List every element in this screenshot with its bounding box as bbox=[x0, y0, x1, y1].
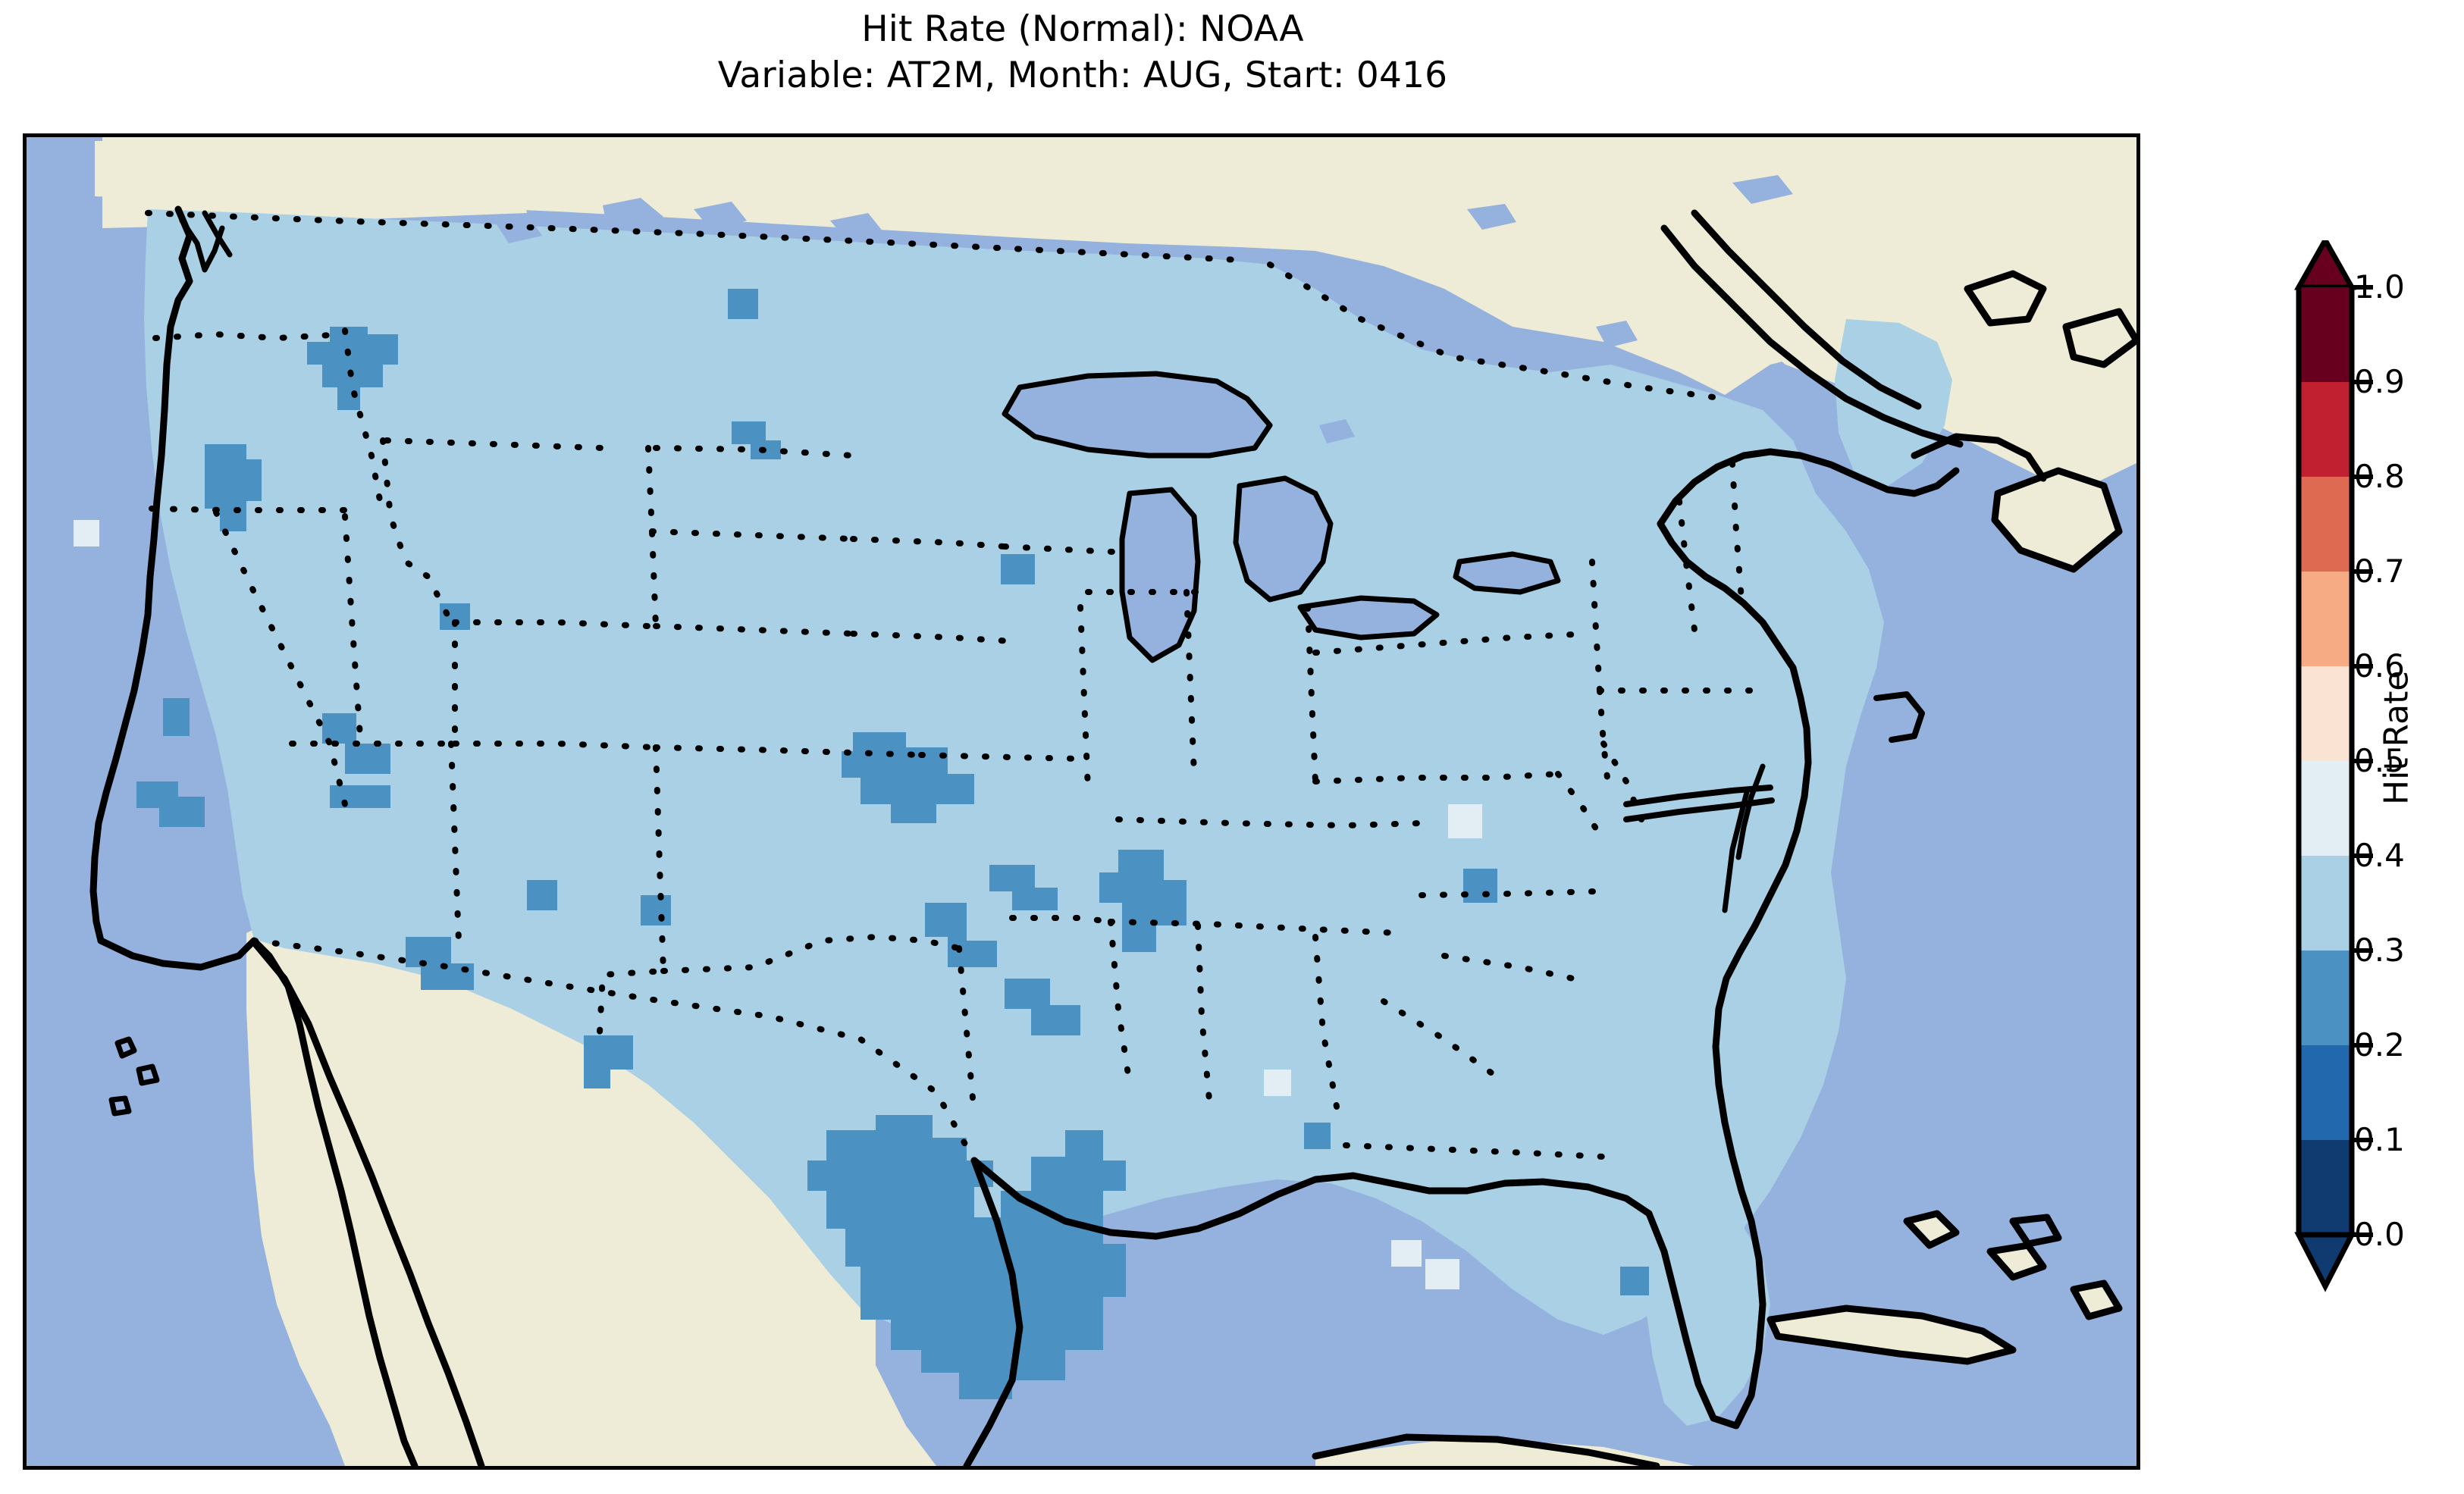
colorbar-tick-6: 0.5 bbox=[2354, 742, 2405, 779]
colorbar-tick-1: 1.0 bbox=[2354, 268, 2405, 305]
colorbar-tick-5: 0.6 bbox=[2354, 647, 2405, 684]
colorbar: 1.0 0.9 0.8 0.7 0.6 0.5 0.4 0.3 0.2 0.1 … bbox=[2269, 240, 2459, 1370]
colorbar-tick-2: 0.9 bbox=[2354, 363, 2405, 400]
colorbar-ticks bbox=[2352, 285, 2373, 1237]
data-bin-0.3-0.4 bbox=[144, 209, 1884, 1335]
data-bin-maine bbox=[1835, 319, 1952, 486]
data-bin-0.2-0.3-group bbox=[136, 289, 1649, 1399]
colorbar-extend-bottom bbox=[2294, 1232, 2356, 1292]
coastline-layer bbox=[89, 205, 2136, 1466]
hit-rate-data-layer bbox=[144, 209, 1952, 1426]
conus-hit-rate-map bbox=[27, 137, 2136, 1466]
colorbar-axis-label: Hit Rate bbox=[2377, 670, 2416, 805]
colorbar-extend-top bbox=[2294, 240, 2356, 290]
colorbar-bands bbox=[2299, 287, 2352, 1235]
colorbar-tick-8: 0.3 bbox=[2354, 932, 2405, 969]
colorbar-tick-4: 0.7 bbox=[2354, 553, 2405, 590]
data-bin-0.4-0.5-group bbox=[74, 520, 1482, 1289]
colorbar-svg bbox=[2294, 240, 2373, 1292]
state-borders-layer bbox=[145, 210, 1758, 1164]
page-subtitle: Variable: AT2M, Month: AUG, Start: 0416 bbox=[717, 55, 1448, 97]
colorbar-tick-10: 0.1 bbox=[2354, 1121, 2405, 1158]
chart-title-block: Hit Rate (Normal): NOAA Variable: AT2M, … bbox=[0, 6, 2165, 99]
great-lakes-layer bbox=[497, 175, 1793, 660]
colorbar-tick-9: 0.2 bbox=[2354, 1026, 2405, 1063]
page-title: Hit Rate (Normal): NOAA bbox=[861, 8, 1304, 50]
data-bin-florida bbox=[1641, 1198, 1770, 1426]
map-panel bbox=[23, 133, 2140, 1470]
colorbar-tick-3: 0.8 bbox=[2354, 458, 2405, 495]
colorbar-tick-7: 0.4 bbox=[2354, 837, 2405, 874]
colorbar-tick-11: 0.0 bbox=[2354, 1216, 2405, 1253]
